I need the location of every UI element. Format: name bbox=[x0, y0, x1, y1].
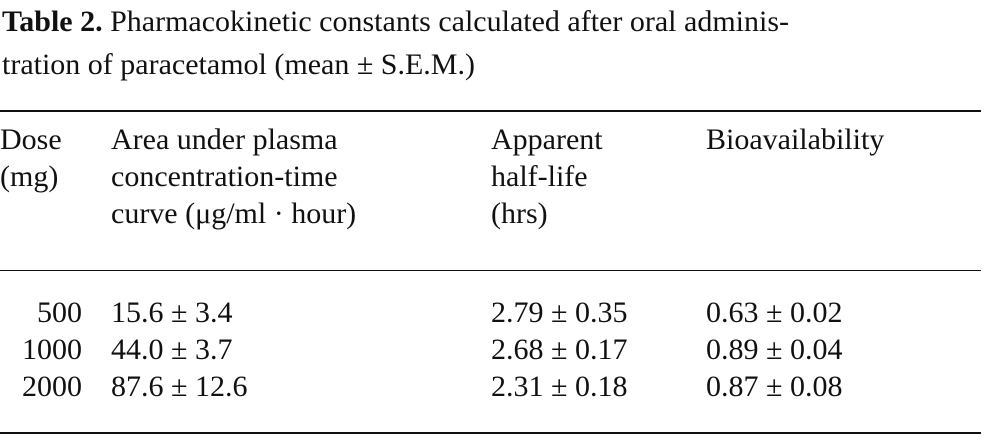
header-dose-line: (mg) bbox=[0, 160, 59, 193]
cell-half-life: 2.79 ± 0.35 bbox=[491, 296, 628, 329]
header-auc: Area under plasma concentration-time cur… bbox=[111, 121, 356, 232]
table-label: Table 2. bbox=[2, 5, 103, 38]
cell-dose: 500 bbox=[37, 296, 82, 329]
header-auc-line: curve (μg/ml · hour) bbox=[111, 197, 357, 230]
header-bioavailability-line: Bioavailability bbox=[706, 123, 885, 156]
cell-half-life: 2.31 ± 0.18 bbox=[491, 370, 628, 403]
header-half-life-line: Apparent bbox=[491, 123, 603, 156]
header-dose: Dose (mg) bbox=[0, 121, 62, 195]
cell-bioavailability: 0.63 ± 0.02 bbox=[706, 296, 843, 329]
cell-bioavailability: 0.89 ± 0.04 bbox=[706, 333, 843, 366]
caption-line-2: tration of paracetamol (mean ± S.E.M.) bbox=[2, 48, 475, 81]
bottom-rule bbox=[0, 432, 981, 434]
header-half-life: Apparent half-life (hrs) bbox=[491, 121, 603, 232]
cell-auc: 15.6 ± 3.4 bbox=[111, 296, 233, 329]
cell-bioavailability: 0.87 ± 0.08 bbox=[706, 370, 843, 403]
cell-auc: 44.0 ± 3.7 bbox=[111, 333, 233, 366]
cell-dose: 2000 bbox=[22, 370, 82, 403]
cell-half-life: 2.68 ± 0.17 bbox=[491, 333, 628, 366]
header-auc-line: Area under plasma bbox=[111, 123, 338, 156]
header-rule bbox=[0, 270, 981, 271]
caption-line-1: Table 2. Pharmacokinetic constants calcu… bbox=[2, 0, 977, 43]
header-auc-line: concentration-time bbox=[111, 160, 338, 193]
cell-auc: 87.6 ± 12.6 bbox=[111, 370, 248, 403]
table-caption: Table 2. Pharmacokinetic constants calcu… bbox=[2, 0, 977, 86]
top-rule bbox=[0, 110, 981, 112]
header-half-life-line: (hrs) bbox=[491, 197, 548, 230]
header-dose-line: Dose bbox=[0, 123, 62, 156]
caption-text-1: Pharmacokinetic constants calculated aft… bbox=[102, 5, 789, 38]
cell-dose: 1000 bbox=[22, 333, 82, 366]
header-bioavailability: Bioavailability bbox=[706, 121, 884, 158]
header-half-life-line: half-life bbox=[491, 160, 588, 193]
